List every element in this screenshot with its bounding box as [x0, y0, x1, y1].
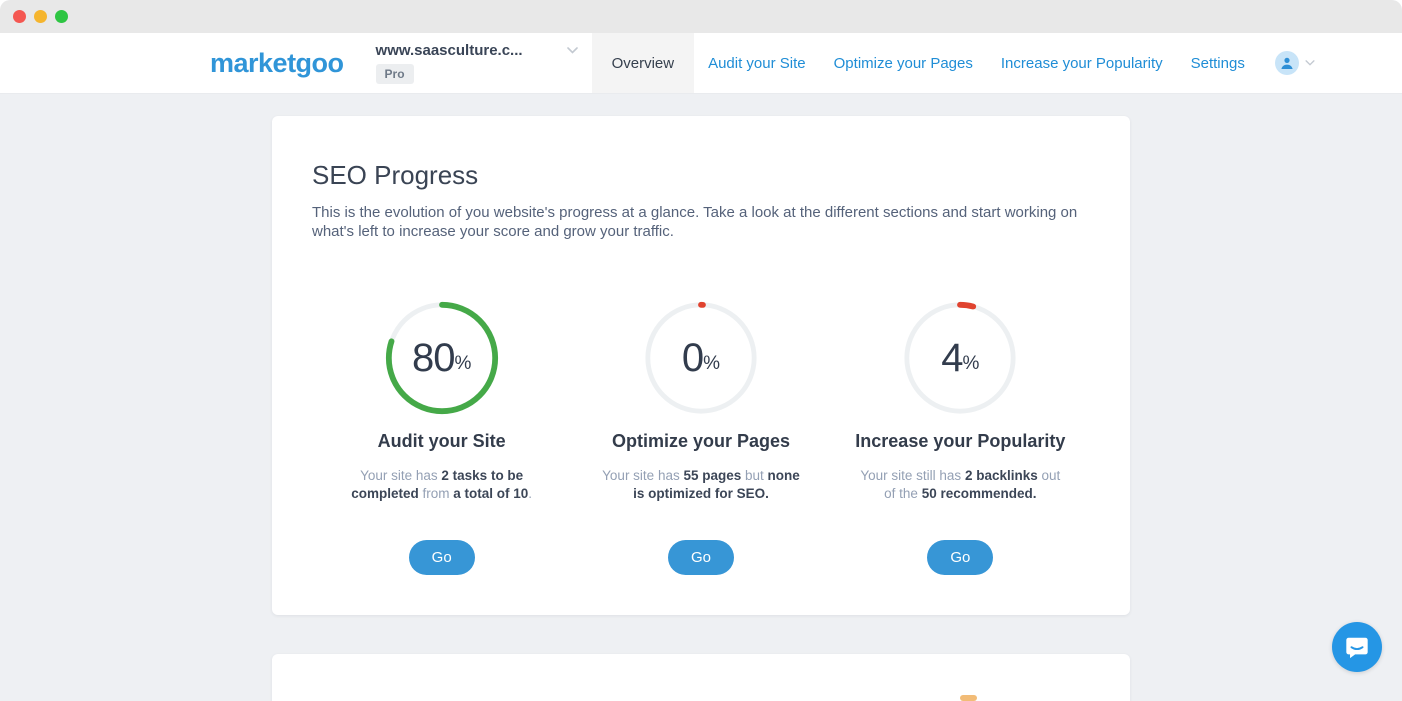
section-optimize-your-pages: 0% Optimize your Pages Your site has 55 …: [571, 300, 830, 575]
audit-progress-ring: 80%: [384, 300, 500, 416]
seo-progress-card: SEO Progress This is the evolution of yo…: [272, 116, 1130, 615]
window-titlebar: [0, 0, 1402, 33]
chevron-down-icon: [1305, 60, 1315, 66]
site-selector-dropdown[interactable]: www.saasculture.c... Pro: [375, 42, 578, 84]
nav-tab-audit-your-site[interactable]: Audit your Site: [708, 54, 806, 72]
nav-tab-settings[interactable]: Settings: [1190, 54, 1245, 72]
plan-badge: Pro: [375, 64, 414, 84]
marketgoo-logo[interactable]: marketgoo: [210, 47, 344, 78]
optimize-section-title: Optimize your Pages: [611, 431, 791, 451]
optimize-go-button[interactable]: Go: [667, 540, 734, 575]
audit-go-button[interactable]: Go: [408, 540, 475, 575]
popularity-progress-ring: 4%: [902, 300, 1018, 416]
section-increase-your-popularity: 4% Increase your Popularity Your site st…: [831, 300, 1090, 575]
app-header: marketgoo www.saasculture.c... Pro Overv…: [0, 33, 1402, 94]
page-title: SEO Progress: [312, 160, 479, 190]
close-window-button[interactable]: [13, 10, 26, 23]
audit-section-title: Audit your Site: [377, 431, 506, 451]
page-content: SEO Progress This is the evolution of yo…: [0, 94, 1402, 701]
seo-progress-description: This is the evolution of you website's p…: [312, 204, 1078, 240]
nav-tab-increase-your-popularity[interactable]: Increase your Popularity: [1000, 54, 1163, 72]
optimize-section-description: Your site has 55 pages but none is optim…: [602, 468, 800, 501]
zoom-window-button[interactable]: [55, 10, 68, 23]
next-section-card: [272, 654, 1130, 701]
section-audit-your-site: 80% Audit your Site Your site has 2 task…: [312, 300, 571, 575]
site-domain-label: www.saasculture.c...: [375, 42, 523, 59]
user-avatar-icon: [1274, 51, 1299, 75]
audit-progress-value: 80%: [411, 335, 472, 380]
optimize-progress-ring: 0%: [643, 300, 759, 416]
popularity-progress-value: 4%: [941, 335, 980, 380]
optimize-progress-value: 0%: [681, 335, 721, 380]
nav-tab-overview[interactable]: Overview: [591, 33, 695, 93]
main-nav: Overview Audit your Site Optimize your P…: [591, 33, 1315, 93]
popularity-section-description: Your site still has 2 backlinks out of t…: [860, 468, 1061, 501]
popularity-go-button[interactable]: Go: [927, 540, 994, 575]
popularity-section-title: Increase your Popularity: [855, 431, 1066, 451]
user-account-menu[interactable]: [1274, 33, 1315, 93]
partially-visible-element: [960, 695, 977, 701]
progress-sections: 80% Audit your Site Your site has 2 task…: [312, 300, 1090, 575]
nav-tab-optimize-your-pages[interactable]: Optimize your Pages: [833, 54, 973, 72]
minimize-window-button[interactable]: [34, 10, 47, 23]
chat-launcher-button[interactable]: [1332, 622, 1382, 672]
chevron-down-icon: [566, 47, 578, 54]
chat-bubble-icon: [1344, 634, 1370, 660]
audit-section-description: Your site has 2 tasks to be completed fr…: [351, 468, 533, 501]
